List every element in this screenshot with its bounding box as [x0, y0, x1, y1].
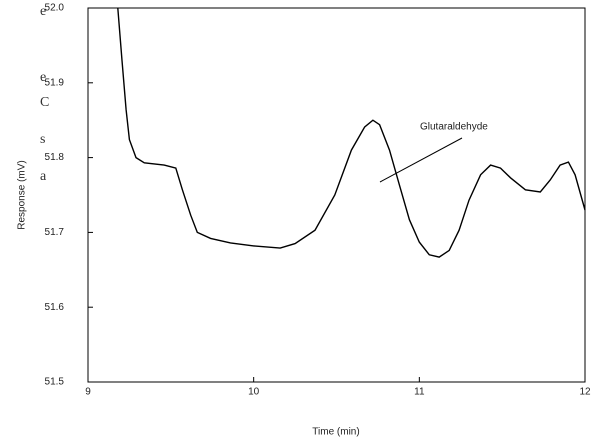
x-tick-label: 11 [414, 387, 425, 398]
x-tick-label: 10 [248, 387, 260, 398]
y-tick-label: 51.9 [45, 77, 65, 88]
x-axis-label: Time (min) [312, 427, 359, 438]
y-tick-label: 51.6 [45, 302, 65, 313]
y-tick-label: 52.0 [45, 3, 65, 14]
cropped-text: e [40, 4, 46, 19]
cropped-text: s [40, 132, 45, 147]
y-axis-label: Response (mV) [17, 160, 28, 229]
y-tick-label: 51.8 [45, 152, 65, 163]
cropped-text: e [40, 70, 46, 85]
cropped-text: a [40, 169, 47, 184]
x-tick-label: 9 [85, 387, 91, 398]
cropped-text: C [40, 95, 49, 110]
data-line [117, 7, 586, 258]
plot-frame [87, 7, 586, 383]
x-tick-label: 12 [579, 387, 591, 398]
annotation: Glutaraldehyde [420, 122, 488, 133]
annotation-pointer [379, 137, 463, 183]
y-tick-label: 51.5 [45, 377, 65, 388]
y-tick-label: 51.7 [45, 227, 65, 238]
